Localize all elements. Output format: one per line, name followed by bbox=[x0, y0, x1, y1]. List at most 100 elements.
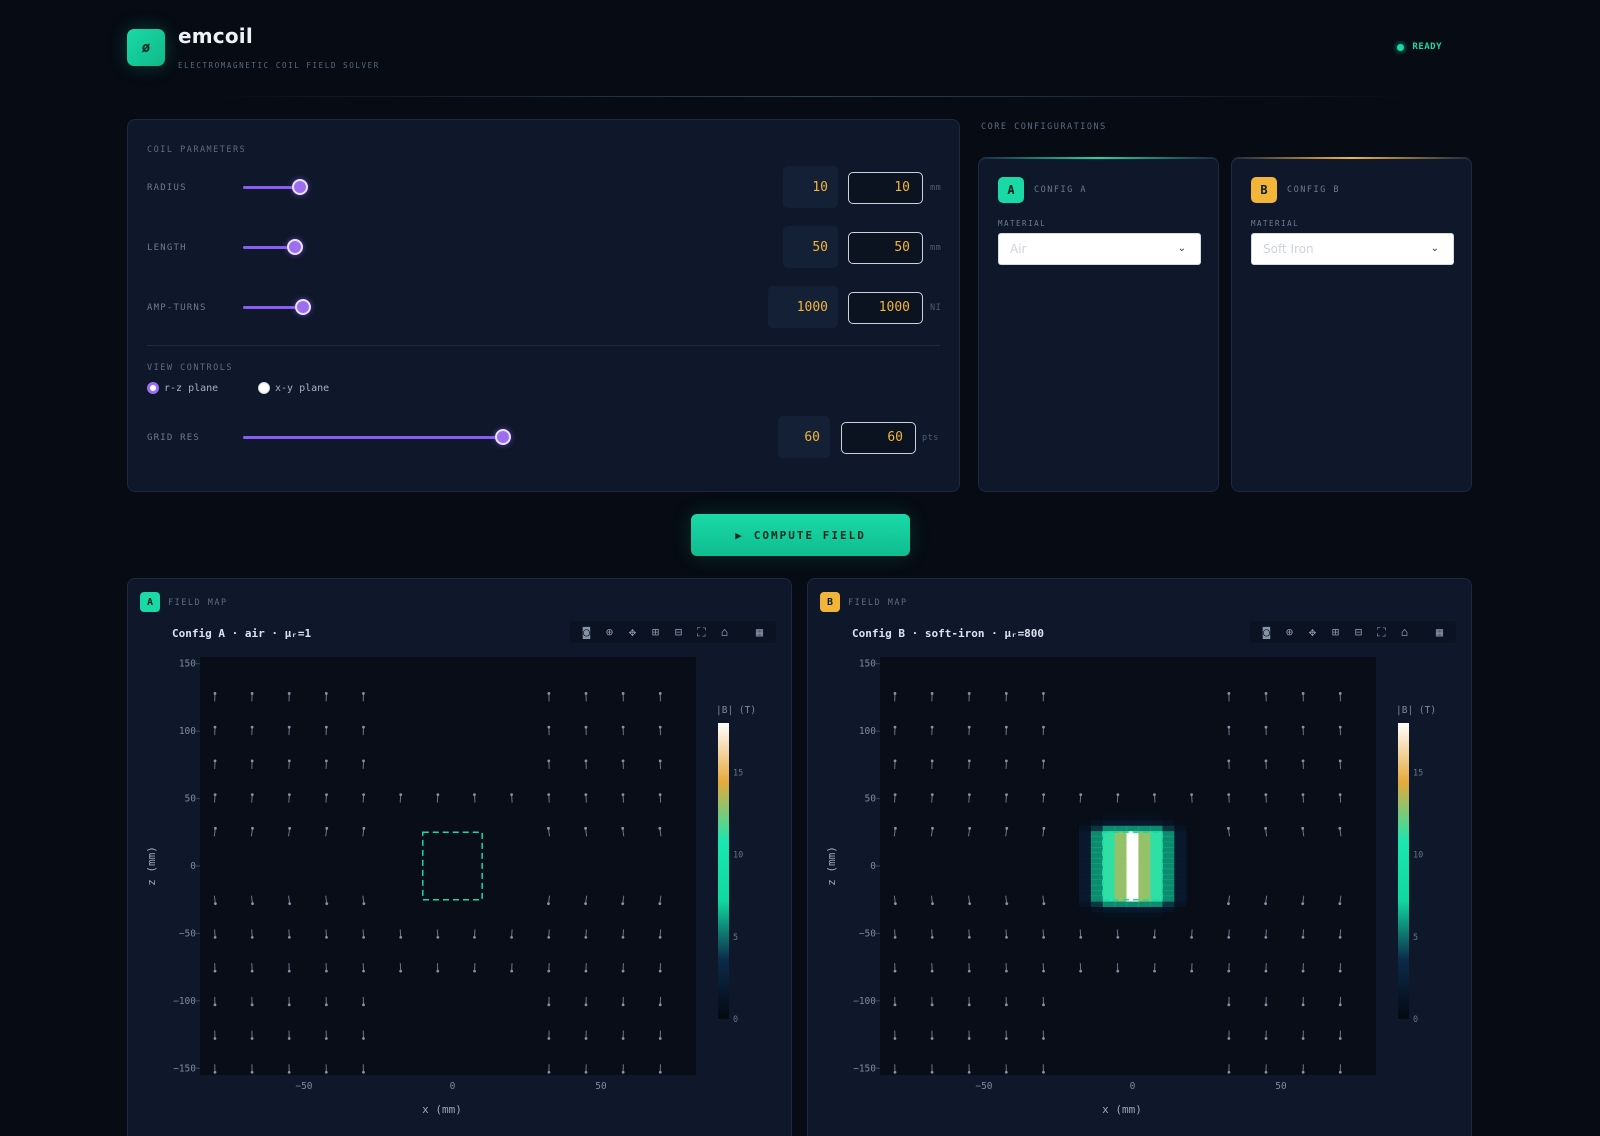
field-arrow-head bbox=[250, 969, 254, 973]
config-a-material-select[interactable]: Air ⌄ bbox=[998, 233, 1201, 265]
heatmap-cell bbox=[1078, 895, 1092, 902]
grid-res-input[interactable]: 60 bbox=[841, 422, 916, 454]
field-arrow-head bbox=[250, 936, 254, 939]
heatmap-cell bbox=[1090, 901, 1104, 907]
field-arrow-head bbox=[1042, 692, 1045, 695]
field-arrow-head bbox=[658, 793, 662, 796]
config-b-accent-line bbox=[1232, 157, 1471, 159]
field-arrow-head bbox=[930, 759, 934, 763]
radius-slider-track[interactable] bbox=[243, 186, 300, 189]
field-arrow-head bbox=[893, 759, 897, 763]
heatmap-cell bbox=[1138, 830, 1151, 837]
field-arrow-head bbox=[967, 759, 971, 763]
field-arrow-head bbox=[1005, 826, 1009, 830]
field-arrow-head bbox=[1301, 902, 1305, 906]
camera-icon[interactable]: ◙ bbox=[582, 625, 591, 639]
heatmap-cell bbox=[1126, 911, 1139, 918]
heatmap-cell bbox=[1090, 847, 1104, 854]
heatmap-cell bbox=[1078, 868, 1092, 875]
heatmap-cell bbox=[1114, 825, 1128, 832]
heatmap-cell bbox=[1114, 906, 1128, 913]
heatmap-cell bbox=[1102, 825, 1116, 832]
heatmap-cell bbox=[1162, 911, 1175, 918]
heatmap-cell bbox=[1162, 868, 1175, 875]
heatmap-cell bbox=[1162, 857, 1175, 864]
xy-plane-radio-button[interactable] bbox=[258, 382, 270, 394]
amp-turns-unit: NI bbox=[930, 303, 942, 313]
heatmap-cell bbox=[1090, 863, 1104, 870]
heatmap-cell bbox=[1102, 809, 1116, 816]
heatmap-cell bbox=[1090, 830, 1104, 837]
field-arrow-head bbox=[287, 969, 291, 973]
radius-label: RADIUS bbox=[147, 183, 187, 193]
config-b-material-select[interactable]: Soft Iron ⌄ bbox=[1251, 233, 1454, 265]
field-map-a-title: Config A · air · μᵣ=1 bbox=[172, 627, 312, 640]
autoscale-icon[interactable]: ⛶ bbox=[1377, 624, 1386, 639]
field-map-a-label: FIELD MAP bbox=[168, 598, 228, 608]
field-arrow-head bbox=[213, 902, 217, 906]
coil-outline bbox=[422, 831, 483, 901]
field-arrow-head bbox=[1227, 759, 1231, 763]
zoom-out-icon[interactable]: ⊟ bbox=[674, 625, 683, 639]
field-arrow-head bbox=[584, 1003, 588, 1007]
zoom-icon[interactable]: ⊕ bbox=[605, 625, 614, 639]
field-arrow-head bbox=[930, 793, 934, 796]
field-arrow-head bbox=[1264, 902, 1267, 906]
heatmap-cell bbox=[1150, 874, 1163, 880]
field-arrow-head bbox=[362, 902, 366, 906]
radius-slider-handle[interactable] bbox=[292, 179, 308, 195]
plotly-logo-icon[interactable]: ▦ bbox=[755, 625, 764, 639]
header-divider bbox=[200, 96, 1420, 97]
field-arrow-head bbox=[362, 793, 366, 796]
amp-turns-slider-track[interactable] bbox=[243, 306, 303, 309]
field-arrow-head bbox=[362, 936, 366, 939]
heatmap-cell bbox=[1174, 836, 1187, 843]
field-arrow-head bbox=[1301, 969, 1305, 973]
radius-input[interactable]: 10 bbox=[848, 172, 923, 204]
y-tick-label: −50 bbox=[859, 928, 876, 939]
field-arrow-head bbox=[1338, 725, 1342, 729]
zoom-in-icon[interactable]: ⊞ bbox=[651, 625, 660, 639]
field-arrow-head bbox=[584, 692, 588, 695]
autoscale-icon[interactable]: ⛶ bbox=[697, 624, 706, 639]
zoom-out-icon[interactable]: ⊟ bbox=[1354, 625, 1363, 639]
pan-icon[interactable]: ✥ bbox=[628, 625, 637, 639]
camera-icon[interactable]: ◙ bbox=[1262, 625, 1271, 639]
amp-turns-slider-handle[interactable] bbox=[295, 299, 311, 315]
field-arrow-head bbox=[1153, 969, 1156, 973]
config-a-material-value: Air bbox=[1010, 242, 1027, 256]
length-slider-track[interactable] bbox=[243, 246, 295, 249]
length-input[interactable]: 50 bbox=[848, 232, 923, 264]
field-map-a-modebar: ◙ ⊕ ✥ ⊞ ⊟ ⛶ ⌂ ▦ bbox=[570, 621, 776, 643]
zoom-icon[interactable]: ⊕ bbox=[1285, 625, 1294, 639]
pan-icon[interactable]: ✥ bbox=[1308, 625, 1317, 639]
grid-res-slider-handle[interactable] bbox=[495, 429, 511, 445]
rz-plane-radio-button[interactable] bbox=[147, 382, 159, 394]
field-arrow-head bbox=[1264, 725, 1268, 729]
heatmap-cell bbox=[1114, 884, 1128, 891]
heatmap-cell bbox=[1138, 868, 1151, 875]
grid-res-slider-track[interactable] bbox=[243, 436, 503, 439]
length-slider-handle[interactable] bbox=[287, 239, 303, 255]
compute-field-button[interactable]: ▶ COMPUTE FIELD bbox=[691, 514, 910, 556]
heatmap-cell bbox=[1114, 809, 1128, 816]
reset-axes-icon[interactable]: ⌂ bbox=[720, 625, 729, 639]
heatmap-cell bbox=[1090, 874, 1104, 880]
reset-axes-icon[interactable]: ⌂ bbox=[1400, 625, 1409, 639]
field-arrow-head bbox=[1264, 692, 1268, 695]
zoom-in-icon[interactable]: ⊞ bbox=[1331, 625, 1340, 639]
xy-plane-radio[interactable]: x-y plane bbox=[258, 382, 329, 394]
field-map-a-panel: A FIELD MAP Config A · air · μᵣ=1 ◙ ⊕ ✥ … bbox=[127, 578, 792, 1136]
play-icon: ▶ bbox=[735, 528, 744, 542]
config-a-material-label: MATERIAL bbox=[998, 219, 1047, 228]
field-arrow-head bbox=[287, 793, 291, 796]
field-arrow-head bbox=[1153, 936, 1156, 939]
heatmap-cell bbox=[1162, 820, 1175, 827]
rz-plane-radio[interactable]: r-z plane bbox=[147, 382, 218, 394]
plotly-logo-icon[interactable]: ▦ bbox=[1435, 625, 1444, 639]
amp-turns-input[interactable]: 1000 bbox=[848, 292, 923, 324]
heatmap-cell bbox=[1162, 825, 1175, 832]
heatmap-cell bbox=[1126, 857, 1139, 864]
